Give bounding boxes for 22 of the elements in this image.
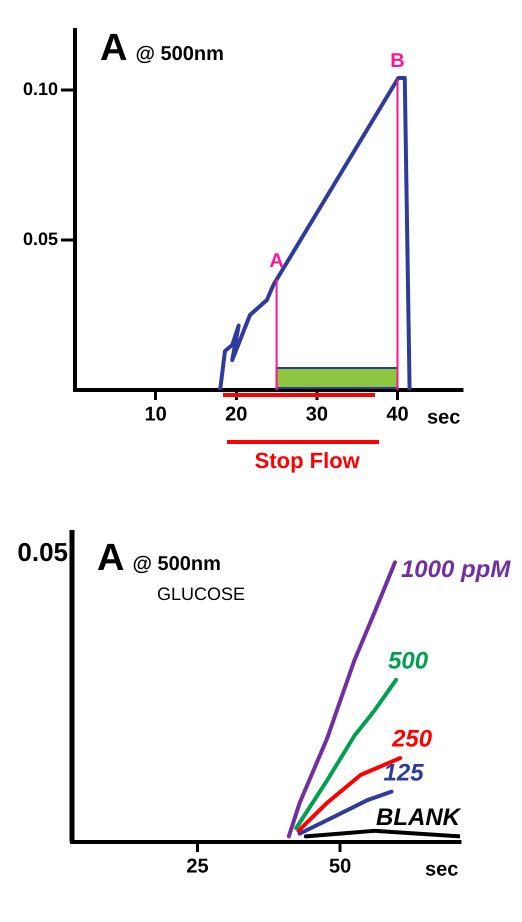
series-label: 125 [384, 759, 424, 786]
chart-title: A [97, 537, 124, 579]
x-tick-label: 50 [329, 856, 352, 878]
y-tick-label: 0.10 [22, 78, 58, 99]
x-axis-title: sec [425, 858, 458, 881]
ref-line-label: A [269, 250, 284, 272]
ref-line-label: B [390, 50, 405, 72]
chart-title: A [100, 27, 128, 69]
text: Stop Flow [254, 448, 361, 474]
annotation: GLUCOSE [157, 584, 246, 604]
series-label: BLANK [376, 804, 462, 832]
x-tick-label: 25 [186, 856, 209, 878]
x-tick-label: 40 [386, 404, 409, 426]
x-tick-label: 30 [306, 404, 328, 426]
x-tick-label: 20 [225, 404, 248, 426]
text: @ 500nm [135, 43, 224, 65]
series-label: 1000 ppM [400, 556, 512, 583]
chart-subtitle: @ 500nm [132, 553, 221, 575]
series-label: 250 [391, 726, 433, 753]
series-label: 500 [388, 647, 429, 674]
x-tick-label: 10 [144, 404, 167, 426]
x-axis-title: sec [427, 406, 460, 429]
